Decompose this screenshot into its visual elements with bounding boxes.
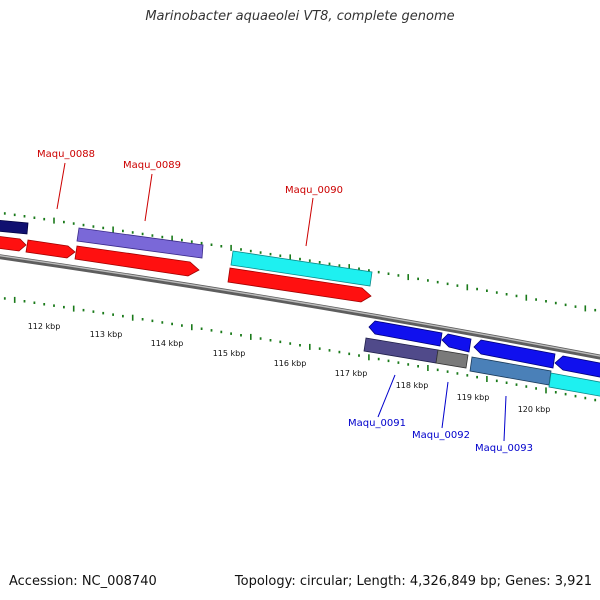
ruler-label: 114 kbp [151,339,184,348]
gene-arrow-navy[interactable] [0,219,29,235]
ruler-label: 117 kbp [335,369,368,378]
outer-tick-track [3,212,597,312]
map-title: Marinobacter aquaeolei VT8, complete gen… [145,9,455,24]
genome-summary-text: Topology: circular; Length: 4,326,849 bp… [234,574,592,589]
gene-leader-lines [56,162,507,442]
ruler-label: 119 kbp [457,393,490,402]
genome-backbone [0,254,600,360]
gene-labels: Maqu_0088 Maqu_0089 Maqu_0090 Maqu_0091 … [37,149,533,454]
gene-label-maqu-0089[interactable]: Maqu_0089 [123,160,181,171]
ruler-labels: 112 kbp 113 kbp 114 kbp 115 kbp 116 kbp … [28,322,551,414]
gene-label-maqu-0093[interactable]: Maqu_0093 [475,443,533,454]
ruler-label: 112 kbp [28,322,61,331]
inner-tick-track [3,296,597,402]
gene-arrow-red[interactable] [25,239,76,259]
gene-label-maqu-0092[interactable]: Maqu_0092 [412,430,470,441]
gene-arrow-cyan[interactable] [548,372,600,397]
gene-arrow-blue[interactable] [441,333,472,353]
gene-arrow-red[interactable] [74,245,200,277]
ruler-label: 118 kbp [396,381,429,390]
gene-arrow-cyan[interactable] [230,250,373,287]
gene-arrow-blue[interactable] [473,339,556,369]
ruler-label: 115 kbp [213,349,246,358]
gene-arrow-red[interactable] [0,236,27,252]
gene-label-maqu-0088[interactable]: Maqu_0088 [37,149,95,160]
gene-label-maqu-0090[interactable]: Maqu_0090 [285,185,343,196]
gene-arrow-gray[interactable] [435,349,469,369]
ruler-label: 120 kbp [518,405,551,414]
ruler-label: 116 kbp [274,359,307,368]
lower-strand-genes [363,320,600,397]
gene-arrow-purple[interactable] [76,227,204,259]
gene-arrow-red[interactable] [227,267,372,303]
genome-backbone-highlight [0,255,600,357]
accession-text: Accession: NC_008740 [9,574,157,589]
upper-strand-genes [0,219,373,303]
gene-arrow-blue[interactable] [554,355,600,378]
gene-label-maqu-0091[interactable]: Maqu_0091 [348,418,406,429]
ruler-label: 113 kbp [90,330,123,339]
gene-arrow-blue[interactable] [368,320,443,347]
